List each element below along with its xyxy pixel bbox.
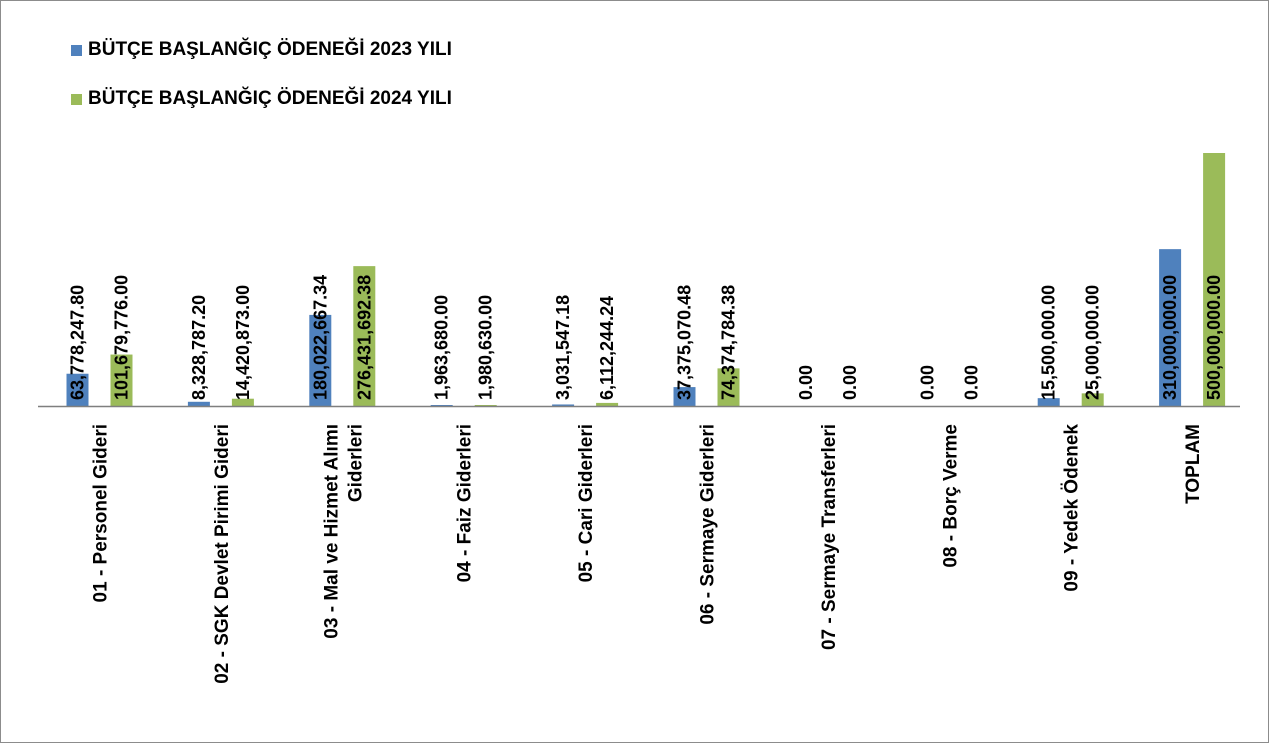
- data-label-2023-4: 1,963,680.00: [432, 295, 452, 400]
- data-label-2024-2: 14,420,873.00: [233, 285, 253, 400]
- data-label-2023-5: 3,031,547.18: [553, 295, 573, 400]
- legend-item-2024: BÜTÇE BAŞLANĞIÇ ÖDENEĞİ 2024 YILI: [71, 86, 452, 112]
- data-label-2023-8: 0.00: [917, 365, 937, 400]
- category-label-2: 02 - SGK Devlet Pirimi Gideri: [212, 424, 233, 684]
- bar-2024-10: [1203, 153, 1226, 406]
- data-label-2023-6: 37,375,070.48: [675, 285, 695, 400]
- legend-label-2023: BÜTÇE BAŞLANĞIÇ ÖDENEĞİ 2023 YILI: [88, 39, 452, 60]
- bar-2024-2: [231, 398, 254, 406]
- legend-swatch-2024: [71, 93, 82, 105]
- category-label-8: 08 - Borç Verme: [940, 424, 961, 568]
- data-label-2023-7: 0.00: [796, 365, 816, 400]
- category-label-1: 01 - Personel Gideri: [91, 424, 112, 602]
- legend-swatch-2023: [71, 44, 82, 56]
- category-label-10: TOPLAM: [1183, 424, 1204, 504]
- bar-2024-3: [353, 266, 376, 406]
- category-label-4: 04 - Faiz Giderleri: [455, 424, 476, 582]
- category-label-6: 06 - Sermaye Giderleri: [698, 424, 719, 625]
- data-label-2024-10: 500,000,000.00: [1204, 275, 1224, 400]
- data-label-2023-10: 310,000,000.00: [1160, 275, 1180, 400]
- bar-2024-1: [110, 354, 133, 406]
- bar-2023-5: [552, 404, 575, 406]
- data-label-2024-7: 0.00: [840, 365, 860, 400]
- data-label-2024-5: 6,112,244.24: [597, 296, 617, 400]
- bar-2023-9: [1037, 398, 1060, 406]
- bar-2024-6: [717, 368, 740, 406]
- legend-label-2024: BÜTÇE BAŞLANĞIÇ ÖDENEĞİ 2024 YILI: [88, 88, 452, 109]
- bar-2024-5: [596, 402, 619, 406]
- data-label-2024-3: 276,431,692.38: [354, 275, 374, 400]
- bar-2024-9: [1081, 393, 1104, 406]
- bar-2023-4: [430, 405, 453, 406]
- data-label-2024-4: 1,980,630.00: [476, 295, 496, 400]
- legend: BÜTÇE BAŞLANĞIÇ ÖDENEĞİ 2023 YILI BÜTÇE …: [71, 37, 452, 135]
- category-label-7: 07 - Sermaye Transferleri: [819, 424, 840, 650]
- legend-item-2023: BÜTÇE BAŞLANĞIÇ ÖDENEĞİ 2023 YILI: [71, 37, 452, 63]
- data-label-2024-9: 25,000,000.00: [1083, 285, 1103, 400]
- bar-2024-4: [474, 404, 497, 406]
- bar-2023-2: [187, 401, 210, 406]
- bar-2023-10: [1159, 249, 1182, 406]
- category-label-3-line-2: Giderleri: [345, 424, 366, 502]
- category-label-3-line-1: 03 - Mal ve Hizmet Alımı: [321, 424, 342, 639]
- data-label-2023-1: 63,778,247.80: [68, 285, 88, 400]
- bar-2023-6: [673, 387, 696, 406]
- bar-2023-1: [66, 373, 89, 406]
- bar-2023-3: [309, 314, 332, 406]
- data-label-2023-3: 180,022,667.34: [310, 275, 330, 400]
- data-label-2024-1: 101,679,776.00: [112, 275, 132, 400]
- data-label-2024-8: 0.00: [961, 365, 981, 400]
- data-label-2023-9: 15,500,000.00: [1039, 285, 1059, 400]
- category-label-5: 05 - Cari Giderleri: [576, 424, 597, 582]
- data-label-2023-2: 8,328,787.20: [189, 295, 209, 400]
- data-label-2024-6: 74,374,784.38: [719, 285, 739, 400]
- category-label-9: 09 - Yedek Ödenek: [1062, 424, 1083, 592]
